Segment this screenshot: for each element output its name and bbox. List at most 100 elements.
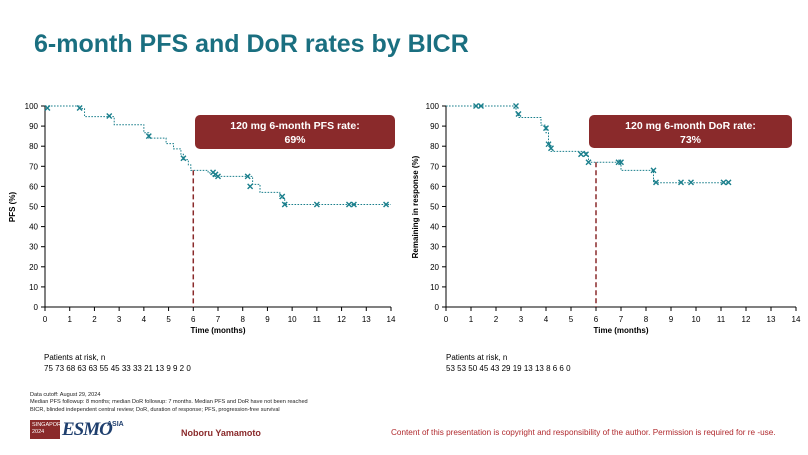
- y-axis-label: Remaining in response (%): [411, 155, 420, 258]
- censor-mark: [583, 151, 589, 158]
- logo-wordmark: ESMO: [62, 419, 113, 440]
- y-tick-label: 10: [430, 283, 439, 292]
- y-axis-label: PFS (%): [8, 192, 17, 223]
- x-tick-label: 1: [67, 315, 72, 324]
- censor-mark: [106, 113, 113, 120]
- y-tick-label: 40: [29, 223, 38, 232]
- x-tick-label: 6: [594, 315, 599, 324]
- presenter-name: Noboru Yamamoto: [181, 428, 261, 438]
- x-tick-label: 1: [469, 315, 474, 324]
- censor-mark: [350, 201, 357, 208]
- rate-callout-box: [589, 115, 792, 148]
- x-tick-label: 9: [669, 315, 674, 324]
- y-tick-label: 50: [29, 203, 38, 212]
- x-tick-label: 13: [362, 315, 371, 324]
- footnotes: Data cutoff: August 29, 2024 Median PFS …: [30, 392, 308, 414]
- x-tick-label: 2: [92, 315, 97, 324]
- censor-mark: [678, 179, 684, 186]
- censor-mark: [618, 159, 624, 166]
- dor-risk-table: Patients at risk, n 53 53 50 45 43 29 19…: [446, 352, 571, 374]
- km-curve: [446, 105, 729, 184]
- y-tick-label: 100: [426, 102, 440, 111]
- x-tick-label: 12: [742, 315, 751, 324]
- footnote-followup: Median PFS followup: 8 months; median Do…: [30, 399, 308, 406]
- y-tick-label: 90: [430, 122, 439, 131]
- logo-sub: ASIA: [107, 421, 124, 428]
- y-tick-label: 0: [34, 303, 39, 312]
- x-tick-label: 8: [644, 315, 649, 324]
- y-tick-label: 40: [430, 223, 439, 232]
- y-tick-label: 30: [29, 243, 38, 252]
- censor-mark: [650, 167, 657, 174]
- x-tick-label: 6: [191, 315, 196, 324]
- x-axis-label: Time (months): [191, 326, 246, 335]
- censor-mark: [653, 179, 659, 186]
- censor-mark: [345, 201, 352, 208]
- x-tick-label: 14: [387, 315, 396, 324]
- x-tick-label: 0: [43, 315, 48, 324]
- x-tick-label: 4: [544, 315, 549, 324]
- x-tick-label: 10: [692, 315, 701, 324]
- esmo-asia-logo: SINGAPORE 2024 ESMO ASIA: [30, 419, 130, 440]
- rate-callout-value: 73%: [680, 134, 702, 146]
- x-tick-label: 8: [240, 315, 245, 324]
- y-tick-label: 30: [430, 243, 439, 252]
- censor-mark: [473, 103, 479, 109]
- censor-mark: [281, 201, 288, 208]
- x-tick-label: 10: [288, 315, 297, 324]
- x-tick-label: 14: [792, 315, 801, 324]
- censor-mark: [578, 151, 584, 158]
- censor-mark: [688, 179, 694, 186]
- x-tick-label: 7: [216, 315, 221, 324]
- footnote-abbreviations: BICR, blinded independent central review…: [30, 406, 280, 413]
- dor-risk-label: Patients at risk, n: [446, 353, 508, 362]
- censor-mark: [244, 173, 251, 180]
- censor-mark: [145, 133, 152, 140]
- censor-mark: [543, 125, 549, 132]
- rate-callout-box: [195, 115, 395, 149]
- km-curve: [45, 105, 391, 205]
- y-tick-label: 20: [29, 263, 38, 272]
- logo-badge: SINGAPORE 2024: [30, 420, 65, 439]
- y-tick-label: 100: [25, 102, 39, 111]
- x-tick-label: 9: [265, 315, 270, 324]
- x-tick-label: 13: [767, 315, 776, 324]
- y-tick-label: 20: [430, 263, 439, 272]
- censor-mark: [180, 155, 187, 162]
- footnote-cutoff: Data cutoff: August 29, 2024: [30, 392, 101, 398]
- copyright-notice: Content of this presentation is copyrigh…: [391, 428, 776, 437]
- y-tick-label: 50: [430, 203, 439, 212]
- x-tick-label: 7: [619, 315, 624, 324]
- censor-mark: [720, 179, 727, 186]
- y-tick-label: 90: [29, 122, 38, 131]
- y-tick-label: 60: [29, 182, 38, 191]
- y-tick-label: 80: [430, 142, 439, 151]
- x-tick-label: 4: [142, 315, 147, 324]
- x-tick-label: 11: [717, 315, 726, 324]
- censor-mark: [76, 105, 83, 112]
- censor-mark: [313, 201, 320, 208]
- x-tick-label: 2: [494, 315, 499, 324]
- pfs-risk-table: Patients at risk, n 75 73 68 63 63 55 45…: [44, 352, 191, 374]
- censor-mark: [44, 105, 51, 112]
- pfs-risk-values: 75 73 68 63 63 55 45 33 33 21 13 9 9 2 0: [44, 364, 191, 373]
- y-tick-label: 10: [29, 283, 38, 292]
- y-tick-label: 0: [435, 303, 440, 312]
- dor-risk-values: 53 53 50 45 43 29 19 13 13 8 6 6 0: [446, 364, 571, 373]
- x-tick-label: 3: [519, 315, 524, 324]
- censor-mark: [545, 141, 552, 148]
- censor-mark: [513, 103, 519, 109]
- censor-mark: [725, 179, 732, 186]
- censor-mark: [585, 159, 592, 166]
- x-tick-label: 12: [337, 315, 346, 324]
- rate-callout-label: 120 mg 6-month DoR rate:: [625, 120, 756, 132]
- censor-mark: [548, 145, 554, 152]
- censor-mark: [247, 183, 254, 190]
- x-axis-label: Time (months): [594, 326, 649, 335]
- rate-callout-value: 69%: [284, 134, 306, 146]
- page-title: 6-month PFS and DoR rates by BICR: [34, 30, 469, 58]
- censor-mark: [215, 173, 221, 180]
- censor-mark: [515, 111, 522, 118]
- x-tick-label: 5: [166, 315, 171, 324]
